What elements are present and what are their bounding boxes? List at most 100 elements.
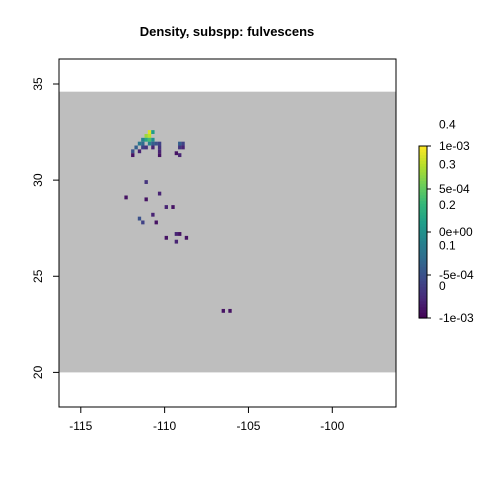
colorbar-segment xyxy=(419,277,427,282)
colorbar-label: -1e-03 xyxy=(439,311,474,325)
raster-cell xyxy=(141,145,145,150)
raster-cell xyxy=(154,220,158,225)
raster-cell xyxy=(178,141,182,146)
colorbar-segment xyxy=(419,220,427,224)
raster-cell xyxy=(147,137,152,142)
colorbar-segment xyxy=(419,306,427,310)
colorbar-segment xyxy=(419,280,427,285)
colorbar-segment xyxy=(419,240,427,245)
colorbar-segment xyxy=(419,174,427,179)
colorbar-segment xyxy=(419,232,427,236)
raster-cell xyxy=(124,195,128,200)
raster-cell xyxy=(151,137,155,142)
x-tick-label: -105 xyxy=(236,419,260,433)
colorbar-segment xyxy=(419,260,427,265)
colorbar-segment xyxy=(419,275,427,279)
colorbar-segment xyxy=(419,214,427,219)
raster-cell xyxy=(157,153,162,158)
colorbar-label-overlay: 0.2 xyxy=(439,198,456,212)
colorbar-segment xyxy=(419,217,427,222)
raster-cell xyxy=(137,149,142,154)
colorbar-segment xyxy=(419,226,427,230)
raster-cell xyxy=(151,212,155,217)
colorbar-segment xyxy=(419,289,427,293)
colorbar-segment xyxy=(419,171,427,176)
colorbar-segment xyxy=(419,303,427,308)
colorbar-segment xyxy=(419,272,427,276)
colorbar-segment xyxy=(419,209,427,213)
raster-cell xyxy=(131,153,135,158)
colorbar-label: 0e+00 xyxy=(439,225,473,239)
raster-cell xyxy=(147,141,152,146)
raster-cell xyxy=(141,141,145,146)
colorbar-label-overlay: 0.4 xyxy=(439,117,456,131)
colorbar-label: 5e-04 xyxy=(439,182,470,196)
raster-cell xyxy=(137,216,142,221)
raster-cell xyxy=(181,141,185,146)
raster-cell xyxy=(134,145,138,150)
colorbar-segment xyxy=(419,197,427,202)
raster-cells xyxy=(124,130,232,313)
x-axis: -115 -110 -105 -100 xyxy=(69,407,345,433)
raster-cell xyxy=(174,151,179,156)
colorbar-segment xyxy=(419,148,427,153)
colorbar-label-overlay: 0 xyxy=(439,279,446,293)
raster-background xyxy=(59,91,396,373)
raster-cell xyxy=(178,145,182,150)
raster-cell xyxy=(144,197,148,202)
raster-cell xyxy=(178,153,182,158)
y-axis: 20 25 30 35 xyxy=(31,77,59,379)
raster-cell xyxy=(144,180,148,184)
raster-cell xyxy=(157,145,162,150)
colorbar-segment xyxy=(419,243,427,247)
colorbar-segment xyxy=(419,168,427,173)
raster-cell xyxy=(151,141,155,146)
x-tick-label: -100 xyxy=(320,419,344,433)
colorbar-segment xyxy=(419,292,427,296)
colorbar-segment xyxy=(419,146,427,150)
colorbar-segment xyxy=(419,312,427,316)
colorbar-segment xyxy=(419,151,427,156)
colorbar-segment xyxy=(419,160,427,164)
raster-cell xyxy=(181,145,185,150)
raster-cell xyxy=(184,235,189,240)
colorbar-segment xyxy=(419,200,427,204)
colorbar-segment xyxy=(419,229,427,233)
colorbar-segment xyxy=(419,154,427,159)
x-tick-label: -110 xyxy=(153,419,176,433)
colorbar-segment xyxy=(419,286,427,290)
y-tick-label: 35 xyxy=(31,77,45,91)
colorbar-segment xyxy=(419,266,427,270)
colorbar-segment xyxy=(419,300,427,305)
colorbar-label-overlay: 0.1 xyxy=(439,239,456,253)
colorbar-segment xyxy=(419,246,427,250)
colorbar-segment xyxy=(419,252,427,256)
colorbar-segment xyxy=(419,315,427,319)
colorbar-segment xyxy=(419,295,427,299)
raster-cell xyxy=(147,130,152,134)
raster-cell xyxy=(221,308,225,313)
raster-cell xyxy=(131,149,135,154)
colorbar-segment xyxy=(419,206,427,210)
colorbar-segment xyxy=(419,249,427,253)
colorbar-segment xyxy=(419,283,427,288)
colorbar-segment xyxy=(419,269,427,273)
colorbar-label: 1e-03 xyxy=(439,139,470,153)
raster-cell xyxy=(174,232,179,236)
raster-cell xyxy=(178,232,182,236)
raster-cell xyxy=(228,308,232,313)
plot-frame xyxy=(58,58,397,408)
colorbar-label-overlay: 0.3 xyxy=(439,158,456,172)
raster-cell xyxy=(147,133,152,138)
y-tick-label: 30 xyxy=(31,173,45,187)
raster-cell xyxy=(157,149,162,154)
colorbar-segment xyxy=(419,166,427,170)
colorbar-segment xyxy=(419,157,427,161)
colorbar-segment xyxy=(419,309,427,313)
raster-cell xyxy=(151,145,155,150)
colorbar-segment xyxy=(419,194,427,199)
raster-cell xyxy=(144,133,148,138)
raster-cell xyxy=(157,141,162,146)
colorbar-segment xyxy=(419,257,427,262)
colorbar-segment xyxy=(419,189,427,193)
